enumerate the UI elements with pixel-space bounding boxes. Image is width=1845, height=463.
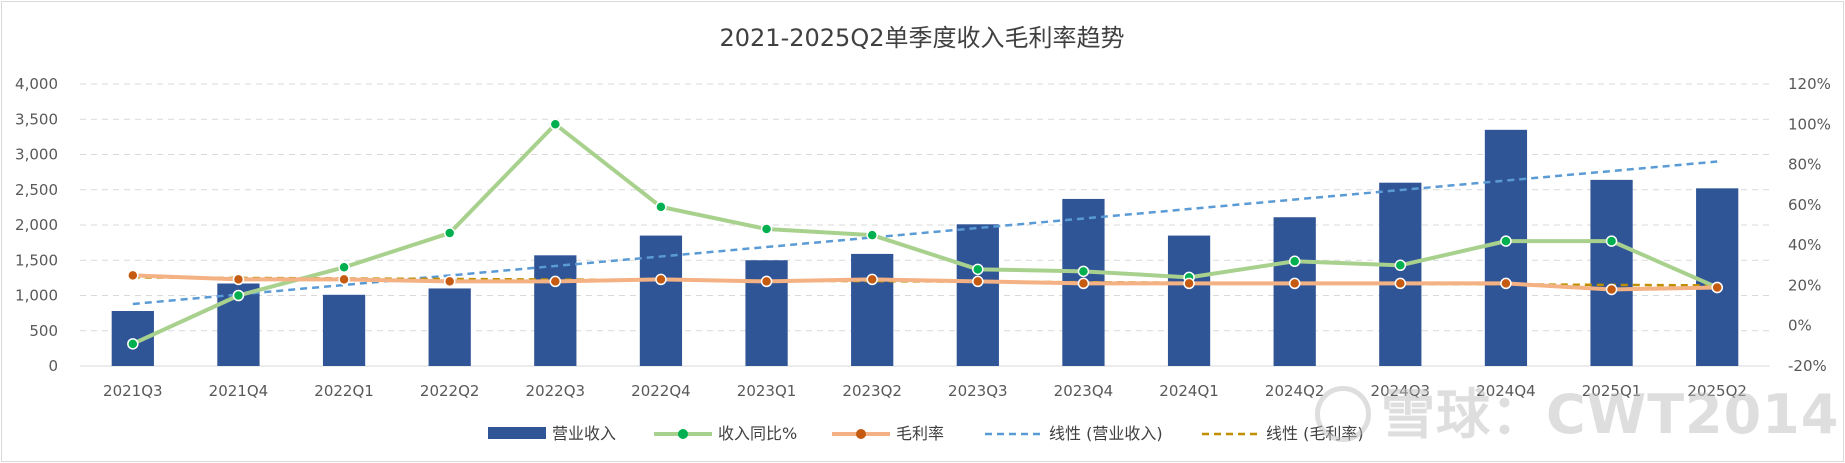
category-label: 2024Q1 [1159, 382, 1219, 400]
yoy-growth-point [127, 338, 139, 350]
yoy-growth-point [972, 263, 984, 276]
left-tick-label: 3,500 [15, 110, 58, 128]
gross-margin-point [655, 273, 667, 286]
watermark-text: 雪球：CWT2014 [1381, 383, 1840, 446]
x-axis: 2021Q3 2021Q4 2022Q1 2022Q2 2022Q3 2022Q4 2023… [103, 382, 1747, 400]
yoy-growth-point [1288, 255, 1301, 268]
revenue-bar [1696, 188, 1739, 366]
category-label: 2024Q2 [1265, 382, 1325, 400]
category-label: 2023Q4 [1054, 382, 1114, 400]
category-label: 2022Q1 [314, 382, 374, 400]
revenue-bar [1379, 182, 1422, 366]
gross-margin-point [1500, 277, 1512, 290]
category-label: 2023Q3 [948, 382, 1008, 400]
watermark: 雪球：CWT2014 [1315, 370, 1839, 449]
category-label: 2022Q4 [631, 382, 691, 400]
revenue-bar [322, 294, 366, 366]
yoy-growth-point [760, 223, 773, 235]
right-tick-label: 60% [1788, 196, 1821, 214]
revenue-bar [851, 253, 894, 366]
right-tick-label: 80% [1788, 156, 1821, 174]
yoy-growth-point [1394, 259, 1407, 272]
legend-label-revenue: 营业收入 [552, 424, 616, 443]
line-series [127, 118, 1723, 350]
legend-label-margin: 毛利率 [896, 424, 944, 443]
category-label: 2023Q1 [737, 382, 797, 400]
category-label: 2025Q2 [1687, 382, 1747, 400]
left-tick-label: 2,000 [15, 216, 58, 234]
revenue-bar [534, 255, 577, 366]
right-tick-label: 100% [1788, 115, 1831, 133]
revenue-bar [956, 224, 999, 366]
yoy-growth-point [1605, 235, 1618, 247]
yoy-growth-point [655, 201, 667, 213]
gross-margin-point [972, 275, 984, 288]
legend-marker-yoy [678, 429, 688, 439]
gross-margin-point [1711, 281, 1723, 294]
category-label: 2023Q2 [842, 382, 902, 400]
left-tick-label: 4,000 [15, 75, 58, 93]
gross-margin-line [132, 273, 1718, 292]
gross-margin-point [760, 275, 773, 288]
left-tick-label: 1,000 [15, 287, 58, 305]
gross-margin-point [1183, 277, 1195, 290]
bar-series [111, 129, 1739, 366]
revenue-bar [1484, 129, 1528, 366]
gross-margin-point [1394, 277, 1407, 290]
right-tick-label: -20% [1788, 357, 1827, 375]
chart-title: 2021-2025Q2单季度收入毛利率趋势 [720, 24, 1125, 52]
category-label: 2022Q2 [420, 382, 480, 400]
category-label: 2024Q3 [1371, 382, 1431, 400]
revenue-bar [1590, 179, 1633, 366]
category-label: 2022Q3 [526, 382, 586, 400]
gross-margin-point [866, 273, 878, 286]
category-label: 2021Q4 [209, 382, 269, 400]
gross-margin-point [338, 273, 350, 286]
left-tick-label: 3,000 [15, 146, 58, 164]
legend: 营业收入 收入同比% 毛利率 线性 (营业收入) 线性 (毛利率) [488, 424, 1364, 443]
right-tick-label: 0% [1788, 317, 1812, 335]
yoy-growth-point [443, 227, 456, 239]
legend-marker-margin [856, 429, 866, 439]
right-axis: -20% 0% 20% 40% 60% 80% 100% 120% [1788, 75, 1831, 375]
right-tick-label: 120% [1788, 75, 1831, 93]
gross-margin-point [443, 275, 456, 288]
right-tick-label: 20% [1788, 276, 1821, 294]
yoy-growth-point [338, 261, 350, 274]
legend-label-revenue-trend: 线性 (营业收入) [1049, 424, 1163, 443]
yoy-growth-point [549, 118, 562, 131]
left-tick-label: 500 [29, 322, 58, 340]
yoy-growth-point [1500, 235, 1512, 247]
legend-label-yoy: 收入同比% [718, 424, 797, 443]
gross-margin-point [1605, 283, 1618, 296]
gross-margin-point [1288, 277, 1301, 290]
snowball-logo-icon [1315, 386, 1371, 443]
left-tick-label: 1,500 [15, 251, 58, 269]
revenue-bar [1273, 217, 1316, 366]
gross-margin-point [549, 275, 562, 288]
category-label: 2024Q4 [1476, 382, 1536, 400]
gross-margin-point [1077, 277, 1090, 290]
category-label: 2025Q1 [1582, 382, 1642, 400]
category-label: 2021Q3 [103, 382, 163, 400]
yoy-growth-point [866, 229, 878, 241]
legend-swatch-revenue [488, 427, 546, 439]
left-tick-label: 2,500 [15, 181, 58, 199]
yoy-growth-line [131, 122, 1718, 346]
left-axis: 0 500 1,000 1,500 2,000 2,500 3,000 3,500 4,000 [15, 75, 58, 375]
yoy-growth-point [1077, 265, 1090, 278]
right-tick-label: 40% [1788, 236, 1821, 254]
revenue-bar [1167, 235, 1211, 366]
gross-margin-point [232, 273, 245, 286]
left-tick-label: 0 [48, 357, 58, 375]
revenue-bar [428, 288, 471, 366]
gross-margin-point [127, 269, 139, 282]
yoy-growth-point [232, 289, 245, 302]
